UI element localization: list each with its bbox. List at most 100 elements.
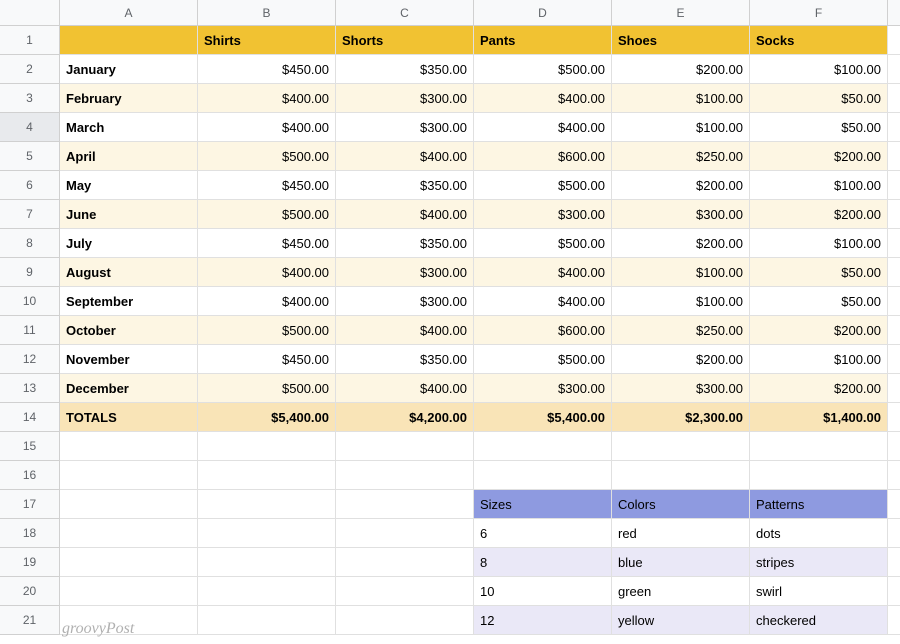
data-cell[interactable]: $200.00	[750, 316, 888, 345]
month-label[interactable]: June	[60, 200, 198, 229]
data-cell[interactable]: $350.00	[336, 171, 474, 200]
data-cell[interactable]: $300.00	[336, 258, 474, 287]
data-cell[interactable]: $50.00	[750, 287, 888, 316]
header-shorts[interactable]: Shorts	[336, 26, 474, 55]
data-cell[interactable]: $100.00	[750, 229, 888, 258]
data-cell[interactable]: $400.00	[474, 84, 612, 113]
data-cell[interactable]: $500.00	[198, 374, 336, 403]
data-cell[interactable]: $100.00	[750, 171, 888, 200]
data-cell[interactable]: $450.00	[198, 229, 336, 258]
data-cell[interactable]: $250.00	[612, 142, 750, 171]
row-header-16[interactable]: 16	[0, 461, 60, 490]
data-cell[interactable]: $400.00	[198, 258, 336, 287]
data-cell[interactable]: $500.00	[474, 55, 612, 84]
data-cell[interactable]: $400.00	[198, 84, 336, 113]
empty-cell[interactable]	[750, 461, 888, 490]
data-cell[interactable]: $200.00	[612, 55, 750, 84]
empty-cell[interactable]	[474, 461, 612, 490]
col-header-B[interactable]: B	[198, 0, 336, 26]
row-header-12[interactable]: 12	[0, 345, 60, 374]
month-label[interactable]: December	[60, 374, 198, 403]
row-header-14[interactable]: 14	[0, 403, 60, 432]
row-header-1[interactable]: 1	[0, 26, 60, 55]
data-cell[interactable]: $450.00	[198, 171, 336, 200]
data-cell[interactable]: $400.00	[336, 316, 474, 345]
header-shirts[interactable]: Shirts	[198, 26, 336, 55]
totals-cell[interactable]: $1,400.00	[750, 403, 888, 432]
row-header-15[interactable]: 15	[0, 432, 60, 461]
data-cell[interactable]: $500.00	[198, 200, 336, 229]
data-cell[interactable]: $500.00	[474, 345, 612, 374]
data-cell[interactable]: $100.00	[750, 55, 888, 84]
empty-cell[interactable]	[336, 577, 474, 606]
row-header-20[interactable]: 20	[0, 577, 60, 606]
pattern-cell[interactable]: dots	[750, 519, 888, 548]
data-cell[interactable]: $300.00	[336, 287, 474, 316]
size-cell[interactable]: 12	[474, 606, 612, 635]
totals-cell[interactable]: $2,300.00	[612, 403, 750, 432]
data-cell[interactable]: $400.00	[336, 142, 474, 171]
month-label[interactable]: July	[60, 229, 198, 258]
data-cell[interactable]: $350.00	[336, 345, 474, 374]
empty-cell[interactable]	[750, 432, 888, 461]
month-label[interactable]: January	[60, 55, 198, 84]
data-cell[interactable]: $350.00	[336, 55, 474, 84]
data-cell[interactable]: $50.00	[750, 258, 888, 287]
data-cell[interactable]: $400.00	[474, 258, 612, 287]
totals-cell[interactable]: $5,400.00	[198, 403, 336, 432]
empty-cell[interactable]	[60, 577, 198, 606]
data-cell[interactable]: $100.00	[750, 345, 888, 374]
totals-cell[interactable]: $4,200.00	[336, 403, 474, 432]
data-cell[interactable]: $450.00	[198, 55, 336, 84]
data-cell[interactable]: $200.00	[612, 229, 750, 258]
size-cell[interactable]: 8	[474, 548, 612, 577]
data-cell[interactable]: $300.00	[612, 200, 750, 229]
month-label[interactable]: September	[60, 287, 198, 316]
data-cell[interactable]: $400.00	[474, 113, 612, 142]
header-socks[interactable]: Socks	[750, 26, 888, 55]
data-cell[interactable]: $400.00	[474, 287, 612, 316]
header-colors[interactable]: Colors	[612, 490, 750, 519]
empty-cell[interactable]	[60, 606, 198, 635]
row-header-4[interactable]: 4	[0, 113, 60, 142]
data-cell[interactable]: $250.00	[612, 316, 750, 345]
totals-cell[interactable]: $5,400.00	[474, 403, 612, 432]
month-label[interactable]: March	[60, 113, 198, 142]
row-header-7[interactable]: 7	[0, 200, 60, 229]
data-cell[interactable]: $500.00	[198, 316, 336, 345]
header-patterns[interactable]: Patterns	[750, 490, 888, 519]
color-cell[interactable]: blue	[612, 548, 750, 577]
size-cell[interactable]: 10	[474, 577, 612, 606]
empty-cell[interactable]	[336, 548, 474, 577]
data-cell[interactable]: $350.00	[336, 229, 474, 258]
month-label[interactable]: April	[60, 142, 198, 171]
empty-cell[interactable]	[198, 577, 336, 606]
data-cell[interactable]: $300.00	[336, 113, 474, 142]
col-header-A[interactable]: A	[60, 0, 198, 26]
data-cell[interactable]: $300.00	[474, 374, 612, 403]
data-cell[interactable]: $400.00	[336, 200, 474, 229]
data-cell[interactable]: $300.00	[474, 200, 612, 229]
data-cell[interactable]: $100.00	[612, 84, 750, 113]
empty-cell[interactable]	[60, 548, 198, 577]
data-cell[interactable]: $500.00	[474, 171, 612, 200]
empty-cell[interactable]	[336, 519, 474, 548]
month-label[interactable]: February	[60, 84, 198, 113]
header-empty[interactable]	[60, 26, 198, 55]
data-cell[interactable]: $200.00	[750, 200, 888, 229]
header-shoes[interactable]: Shoes	[612, 26, 750, 55]
data-cell[interactable]: $300.00	[612, 374, 750, 403]
row-header-18[interactable]: 18	[0, 519, 60, 548]
col-header-C[interactable]: C	[336, 0, 474, 26]
data-cell[interactable]: $400.00	[198, 287, 336, 316]
color-cell[interactable]: yellow	[612, 606, 750, 635]
data-cell[interactable]: $400.00	[336, 374, 474, 403]
row-header-2[interactable]: 2	[0, 55, 60, 84]
col-header-F[interactable]: F	[750, 0, 888, 26]
empty-cell[interactable]	[60, 490, 198, 519]
row-header-6[interactable]: 6	[0, 171, 60, 200]
row-header-13[interactable]: 13	[0, 374, 60, 403]
empty-cell[interactable]	[198, 606, 336, 635]
data-cell[interactable]: $200.00	[750, 374, 888, 403]
spreadsheet-grid[interactable]: ABCDEF1ShirtsShortsPantsShoesSocks2Janua…	[0, 0, 900, 635]
